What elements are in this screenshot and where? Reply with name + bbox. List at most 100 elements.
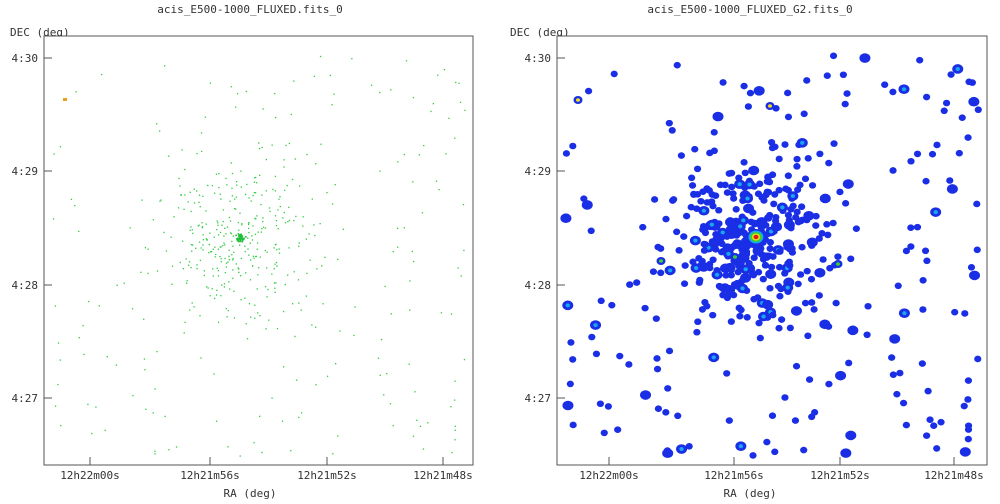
- event-pixel: [244, 193, 247, 196]
- image-plot[interactable]: 4:30 4:29 4:28 4:27 12h22m00s 12h21m56s …: [0, 0, 500, 504]
- event-pixel: [206, 239, 208, 241]
- event-pixel: [231, 195, 234, 197]
- event-pixel: [248, 197, 250, 199]
- event-pixel: [203, 270, 205, 272]
- event-pixel: [183, 332, 185, 334]
- source-blob: [793, 163, 801, 170]
- event-pixel: [227, 261, 229, 263]
- event-pixel: [354, 306, 356, 308]
- event-pixel: [413, 260, 415, 263]
- event-pixel: [248, 231, 250, 234]
- event-pixel: [215, 294, 218, 296]
- event-pixel: [143, 318, 145, 320]
- event-pixel: [199, 259, 202, 262]
- event-pixel: [168, 449, 170, 451]
- event-pixel: [276, 327, 279, 330]
- source-blob: [712, 111, 724, 122]
- source-blob: [640, 390, 652, 400]
- event-pixel: [454, 380, 456, 382]
- source-blob: [791, 417, 800, 424]
- x-tick-label: 12h21m48s: [413, 469, 473, 482]
- event-pixel: [196, 152, 198, 155]
- event-pixel: [390, 313, 392, 315]
- source-blob: [685, 443, 693, 450]
- event-pixel: [168, 155, 170, 157]
- blob-core: [901, 87, 907, 92]
- source-blob: [768, 263, 776, 271]
- event-pixel: [351, 58, 353, 60]
- event-pixel: [397, 161, 399, 163]
- event-pixel: [419, 425, 422, 427]
- source-blob: [803, 210, 815, 221]
- source-blob: [881, 81, 889, 88]
- source-blob: [769, 311, 777, 319]
- source-blob: [775, 155, 783, 163]
- blob-core: [955, 66, 960, 71]
- source-blob: [973, 200, 981, 208]
- event-pixel: [235, 196, 238, 198]
- event-pixel: [377, 357, 380, 359]
- source-blob: [753, 86, 765, 96]
- source-blob: [974, 106, 982, 114]
- image-plot[interactable]: 4:30 4:29 4:28 4:27 12h22m00s 12h21m56s …: [500, 0, 1000, 504]
- event-pixel: [286, 184, 288, 187]
- source-blob: [902, 421, 910, 429]
- y-tick-label: 4:29: [525, 165, 552, 178]
- event-pixel: [460, 275, 462, 277]
- event-pixel: [265, 328, 267, 330]
- source-blob: [968, 96, 980, 107]
- event-pixel: [187, 201, 189, 203]
- blob-core: [768, 104, 772, 108]
- source-blob: [734, 268, 742, 276]
- event-pixel: [83, 353, 85, 356]
- event-pixel: [333, 93, 335, 95]
- event-pixel: [265, 190, 267, 192]
- event-pixel: [258, 267, 260, 269]
- event-pixel: [54, 405, 57, 407]
- event-pixel: [185, 282, 188, 284]
- event-pixel: [216, 228, 218, 231]
- event-pixel: [271, 397, 273, 399]
- event-pixel: [256, 242, 259, 244]
- event-pixel: [98, 305, 100, 307]
- source-blob: [740, 273, 752, 283]
- event-pixel: [257, 231, 259, 233]
- event-pixel: [228, 281, 230, 283]
- event-pixel: [251, 235, 253, 237]
- event-pixel: [248, 254, 250, 256]
- event-pixel: [324, 256, 326, 258]
- y-tick-label: 4:30: [525, 52, 552, 65]
- event-pixel: [236, 93, 239, 95]
- event-pixel: [232, 257, 234, 260]
- event-pixel: [298, 245, 300, 247]
- event-pixel: [397, 227, 399, 229]
- source-blob: [677, 152, 685, 159]
- event-pixel: [260, 231, 262, 233]
- event-pixel: [212, 275, 214, 277]
- event-pixel: [266, 251, 268, 253]
- event-pixel: [201, 227, 204, 229]
- event-pixel: [238, 244, 241, 246]
- x-tick-label: 12h21m52s: [297, 469, 357, 482]
- source-blob: [781, 141, 789, 148]
- event-pixel: [320, 143, 322, 145]
- event-pixel: [228, 255, 230, 258]
- event-pixel: [271, 144, 273, 146]
- event-pixel: [283, 166, 285, 168]
- source-blob: [923, 257, 931, 265]
- panel-title: acis_E500-1000_FLUXED_G2.fits_0: [647, 3, 853, 16]
- event-pixel: [254, 176, 257, 179]
- event-pixel: [271, 273, 273, 275]
- event-pixel: [411, 250, 413, 253]
- source-blob: [793, 208, 801, 216]
- source-blob: [781, 394, 789, 401]
- source-blob: [695, 279, 703, 286]
- event-pixel: [285, 144, 287, 147]
- event-pixel: [228, 258, 231, 261]
- source-blob: [664, 385, 672, 392]
- source-blob: [649, 268, 658, 276]
- source-blob: [840, 448, 852, 458]
- source-blob: [688, 182, 697, 189]
- event-pixel: [251, 239, 254, 241]
- source-blob: [699, 226, 707, 233]
